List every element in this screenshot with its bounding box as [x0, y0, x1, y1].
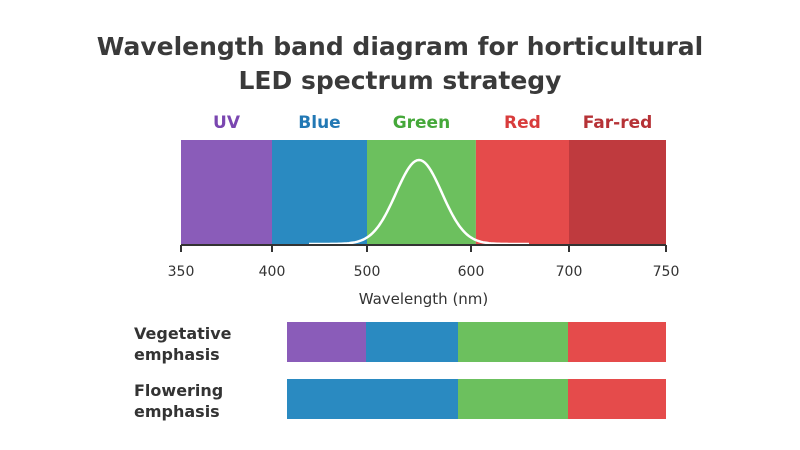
strategy-label-vegetative: Vegetative emphasis [134, 324, 232, 364]
x-tick-label-500: 500 [354, 264, 381, 280]
x-tick-label-750: 750 [653, 264, 680, 280]
x-axis-title: Wavelength (nm) [359, 290, 489, 308]
strategy-label-flowering: Flowering emphasis [134, 381, 224, 421]
strategy-flowering-segment-green [458, 379, 568, 419]
strategy-vegetative-segment-blue [366, 322, 458, 362]
strategy-flowering-segment-blue [287, 379, 458, 419]
x-tick-label-600: 600 [458, 264, 485, 280]
title-line-1: Wavelength band diagram for horticultura… [96, 32, 704, 61]
band-red [475, 140, 569, 245]
diagram-title: Wavelength band diagram for horticultura… [0, 30, 800, 98]
band-far-red [569, 140, 666, 245]
strategy-flowering-segment-red [568, 379, 666, 419]
band-label-uv: UV [213, 113, 241, 133]
x-tick-label-700: 700 [556, 264, 583, 280]
band-blue [272, 140, 367, 245]
band-label-red: Red [504, 113, 541, 133]
band-label-blue: Blue [298, 113, 340, 133]
strategy-vegetative-segment-red [568, 322, 666, 362]
x-tick-label-400: 400 [259, 264, 286, 280]
band-label-green: Green [393, 113, 451, 133]
spectrum-curve [309, 158, 529, 246]
title-line-2: LED spectrum strategy [238, 66, 562, 95]
band-uv [181, 140, 272, 245]
strategy-vegetative-segment-uv [287, 322, 366, 362]
x-tick-label-350: 350 [168, 264, 195, 280]
strategy-vegetative-segment-green [458, 322, 568, 362]
band-green [367, 140, 476, 245]
band-label-far-red: Far-red [583, 113, 653, 133]
